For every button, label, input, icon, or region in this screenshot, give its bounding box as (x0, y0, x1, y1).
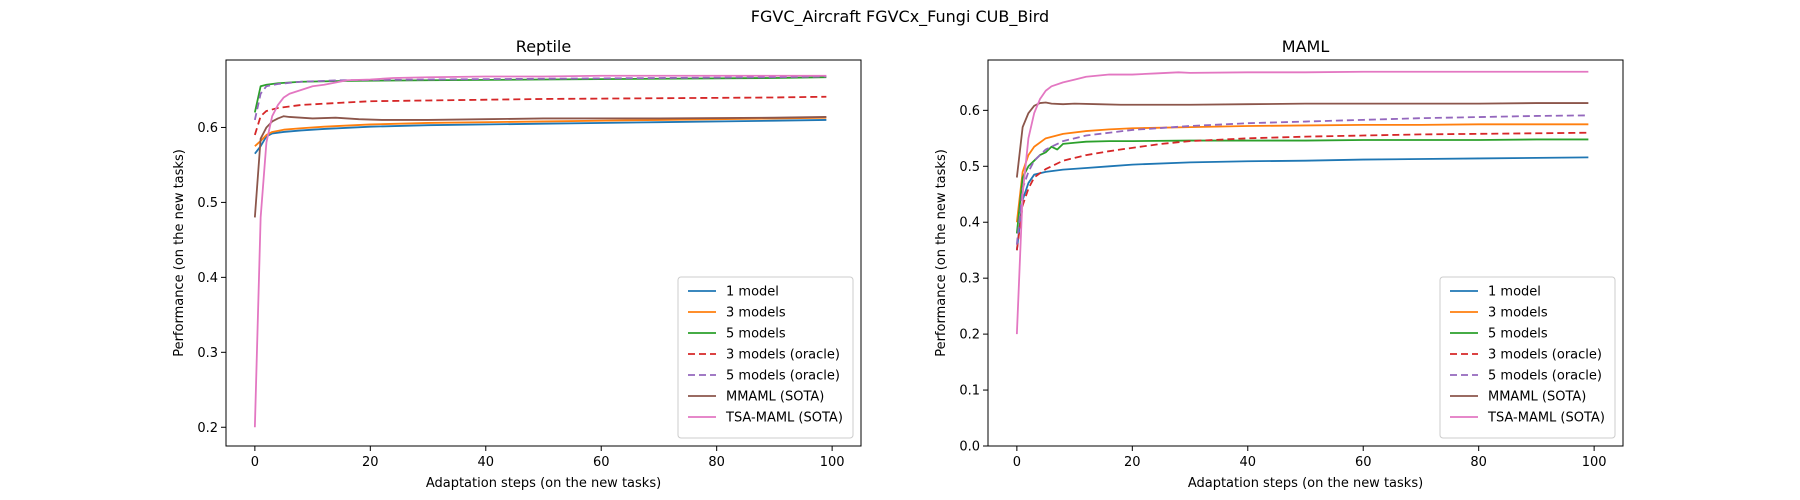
legend-label: 1 model (1488, 285, 1541, 300)
y-tick-label: 0.2 (959, 328, 980, 343)
series-line-4 (1015, 114, 1589, 245)
x-axis-label: Adaptation steps (on the new tasks) (1188, 476, 1423, 491)
series-line-6 (253, 74, 827, 428)
legend-label: 5 models (1488, 327, 1548, 342)
y-tick-label: 0.6 (959, 104, 980, 119)
series-line-1 (254, 116, 827, 147)
figure-title: FGVC_Aircraft FGVCx_Fungi CUB_Bird (751, 7, 1049, 27)
x-tick-label: 40 (1239, 455, 1256, 470)
y-tick-label: 0.3 (197, 346, 218, 361)
y-tick-label: 0.3 (959, 272, 980, 287)
y-tick-label: 0.1 (959, 384, 980, 399)
legend-label: TSA-MAML (SOTA) (725, 411, 843, 426)
chart-title: Reptile (516, 37, 571, 56)
series-line-2 (253, 76, 827, 113)
x-tick-label: 0 (1013, 455, 1021, 470)
series-line-6 (1015, 70, 1589, 335)
x-tick-label: 60 (1355, 455, 1372, 470)
legend-label: MMAML (SOTA) (1488, 390, 1586, 405)
legend: 1 model 3 models 5 models 3 models (oracle)… (1439, 276, 1616, 439)
legend-box (1439, 276, 1616, 439)
x-tick-label: 20 (1124, 455, 1141, 470)
plot-frame (987, 59, 1624, 447)
y-tick-label: 0.4 (197, 271, 218, 286)
x-axis-label: Adaptation steps (on the new tasks) (426, 476, 661, 491)
y-axis-label: Performance (on the new tasks) (934, 149, 949, 357)
series-line-3 (1015, 131, 1589, 251)
x-tick-label: 80 (708, 455, 725, 470)
legend-label: MMAML (SOTA) (726, 390, 824, 405)
series-line-2 (1015, 138, 1589, 234)
series-line-5 (1015, 101, 1589, 178)
legend-label: 5 models (726, 327, 786, 342)
legend-label: 3 models (oracle) (1488, 348, 1602, 363)
legend-label: 5 models (oracle) (726, 369, 840, 384)
y-tick-label: 0.6 (197, 121, 218, 136)
legend-label: 1 model (726, 285, 779, 300)
series-line-5 (253, 115, 827, 218)
x-tick-label: 80 (1470, 455, 1487, 470)
y-tick-label: 0.2 (197, 421, 218, 436)
y-tick-label: 0.0 (959, 440, 980, 455)
y-tick-label: 0.5 (959, 160, 980, 175)
y-axis-label: Performance (on the new tasks) (172, 149, 187, 357)
legend-label: 3 models (726, 306, 786, 321)
legend: 1 model 3 models 5 models 3 models (oracle)… (677, 276, 854, 439)
series-lines (1015, 70, 1589, 335)
x-tick-label: 0 (251, 455, 259, 470)
series-line-4 (253, 75, 827, 121)
series-line-0 (254, 119, 827, 155)
chart-title: MAML (1282, 37, 1330, 56)
legend-label: 3 models (1488, 306, 1548, 321)
legend-label: 3 models (oracle) (726, 348, 840, 363)
x-tick-label: 60 (593, 455, 610, 470)
x-tick-label: 100 (1582, 455, 1607, 470)
series-line-3 (253, 95, 827, 136)
plot-frame (225, 59, 862, 447)
series-line-0 (1015, 156, 1589, 251)
legend-label: TSA-MAML (SOTA) (1487, 411, 1605, 426)
series-line-1 (1015, 123, 1589, 223)
chart-maml: MAML 0 20 40 60 80 100 0.0 0.1 0.2 0.3 0.4 0.5 0.6 Ada… (934, 37, 1624, 491)
y-tick-label: 0.5 (197, 196, 218, 211)
x-tick-label: 100 (820, 455, 845, 470)
y-tick-label: 0.4 (959, 216, 980, 231)
x-tick-label: 40 (477, 455, 494, 470)
chart-reptile: Reptile 0 20 40 60 80 100 0.2 0.3 0.4 0.5 0.6 Adapta… (172, 37, 862, 491)
series-lines (253, 74, 827, 428)
legend-box (677, 276, 854, 439)
x-tick-label: 20 (362, 455, 379, 470)
legend-label: 5 models (oracle) (1488, 369, 1602, 384)
